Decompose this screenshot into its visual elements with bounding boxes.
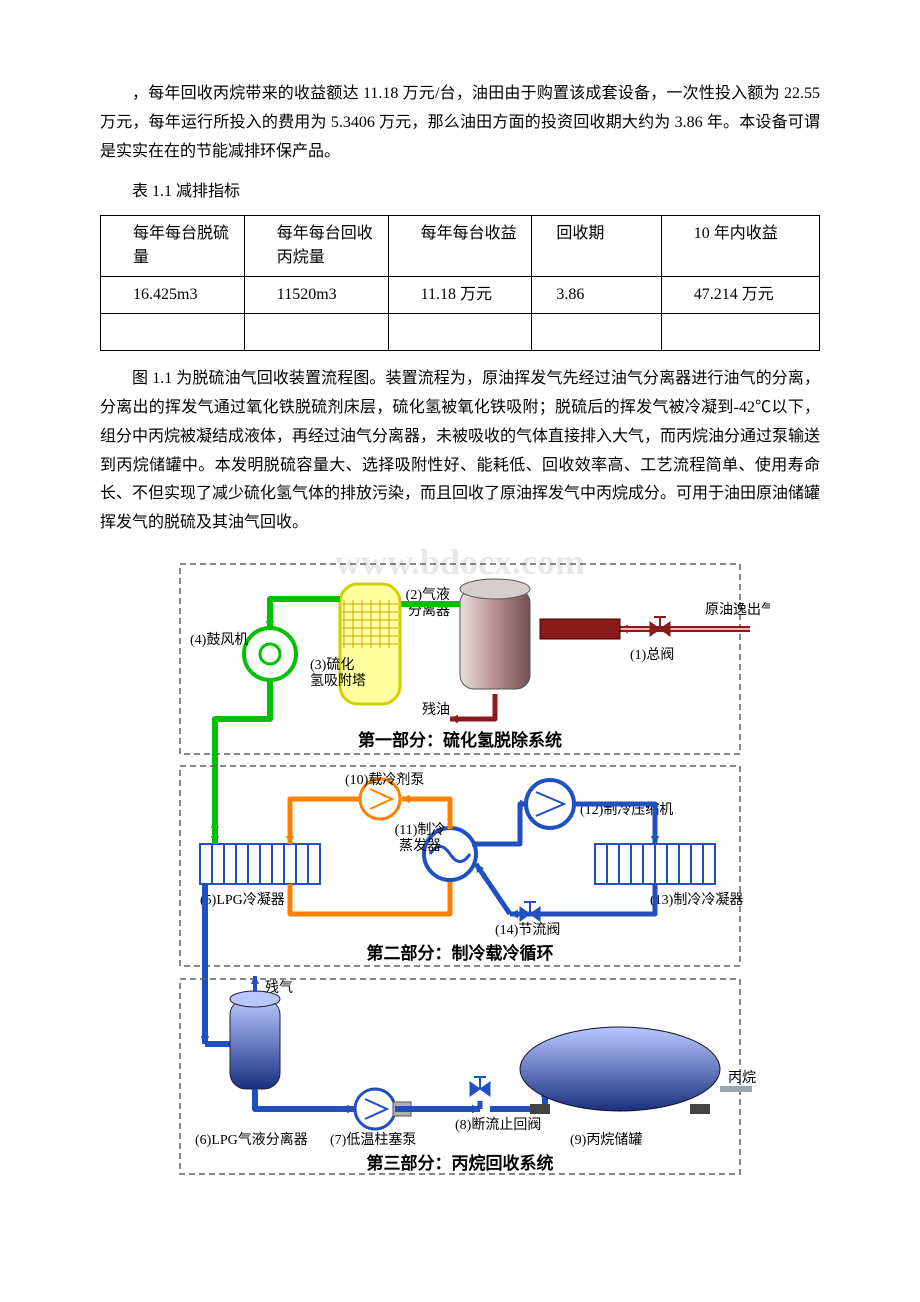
svg-text:残气: 残气 — [265, 980, 293, 996]
svg-text:(4)鼓风机: (4)鼓风机 — [190, 632, 248, 648]
svg-text:(13)制冷冷凝器: (13)制冷冷凝器 — [650, 892, 743, 908]
svg-text:(1)总阀: (1)总阀 — [630, 647, 674, 663]
td-5: 47.214 万元 — [661, 277, 819, 314]
svg-text:(14)节流阀: (14)节流阀 — [495, 922, 560, 938]
svg-text:www.bdocx.com: www.bdocx.com — [335, 544, 585, 582]
td-4: 3.86 — [532, 277, 661, 314]
svg-text:(7)低温柱塞泵: (7)低温柱塞泵 — [330, 1131, 416, 1148]
td-1: 16.425m3 — [101, 277, 245, 314]
svg-text:原油逸出气: 原油逸出气 — [705, 602, 770, 618]
th-5: 10 年内收益 — [661, 216, 819, 277]
svg-text:丙烷: 丙烷 — [728, 1070, 756, 1086]
svg-text:(10)载冷剂泵: (10)载冷剂泵 — [345, 772, 424, 788]
para1: ，每年回收丙烷带来的收益额达 11.18 万元/台，油田由于购置该成套设备，一次… — [100, 80, 820, 166]
emission-table: 每年每台脱硫量 每年每台回收丙烷量 每年每台收益 回收期 10 年内收益 16.… — [100, 215, 820, 351]
svg-text:(5)LPG冷凝器: (5)LPG冷凝器 — [200, 892, 285, 908]
svg-text:(9)丙烷储罐: (9)丙烷储罐 — [570, 1132, 642, 1148]
svg-text:(6)LPG气液分离器: (6)LPG气液分离器 — [195, 1131, 308, 1148]
th-2: 每年每台回收丙烷量 — [244, 216, 388, 277]
svg-text:(8)断流止回阀: (8)断流止回阀 — [455, 1117, 541, 1133]
th-4: 回收期 — [532, 216, 661, 277]
para2: 图 1.1 为脱硫油气回收装置流程图。装置流程为，原油挥发气先经过油气分离器进行… — [100, 365, 820, 538]
svg-text:第二部分：制冷载冷循环: 第二部分：制冷载冷循环 — [367, 943, 554, 963]
svg-text:残油: 残油 — [422, 702, 450, 718]
svg-text:第一部分：硫化氢脱除系统: 第一部分：硫化氢脱除系统 — [358, 730, 562, 750]
th-1: 每年每台脱硫量 — [101, 216, 245, 277]
table-caption: 表 1.1 减排指标 — [100, 178, 820, 207]
th-3: 每年每台收益 — [388, 216, 532, 277]
process-flow-diagram: www.bdocx.com原油逸出气(1)总阀(2)气液分离器残油(3)硫化氢吸… — [100, 544, 820, 1195]
svg-text:第三部分：丙烷回收系统: 第三部分：丙烷回收系统 — [367, 1153, 554, 1173]
td-2: 11520m3 — [244, 277, 388, 314]
td-3: 11.18 万元 — [388, 277, 532, 314]
